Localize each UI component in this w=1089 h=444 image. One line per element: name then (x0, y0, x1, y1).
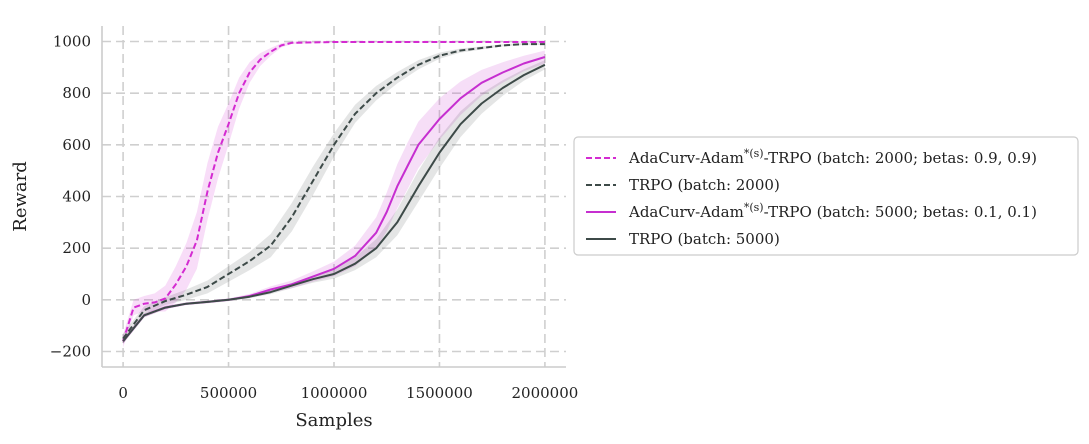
legend-label-superscript: *(s) (744, 201, 764, 214)
x-tick-label-4: 2000000 (512, 384, 579, 402)
y-tick-label-0: −200 (50, 343, 91, 361)
legend-label-superscript: *(s) (744, 147, 764, 160)
series-band-2 (123, 50, 545, 344)
legend-label-3: TRPO (batch: 5000) (629, 230, 780, 248)
legend-label-2: AdaCurv-Adam*(s)-TRPO (batch: 5000; beta… (628, 201, 1037, 221)
y-tick-label-3: 400 (62, 188, 91, 206)
legend: AdaCurv-Adam*(s)-TRPO (batch: 2000; beta… (573, 136, 1079, 256)
series-line-1 (122, 43, 545, 340)
legend-label-1: TRPO (batch: 2000) (629, 176, 780, 194)
legend-label-suffix: -TRPO (batch: 2000; betas: 0.9, 0.9) (764, 149, 1037, 167)
y-tick-label-5: 800 (62, 84, 91, 102)
tick-labels: 0 500000 1000000 1500000 2000000 −200 0 200 400 6… (50, 33, 579, 403)
x-tick-label-0: 0 (118, 384, 128, 402)
y-tick-label-4: 600 (62, 136, 91, 154)
axes (101, 26, 566, 368)
x-tick-label-1: 500000 (200, 384, 257, 402)
legend-label-main: TRPO (batch: 2000) (629, 176, 780, 194)
legend-box (573, 136, 1079, 256)
series-line-0 (122, 41, 545, 342)
x-tick-label-2: 1000000 (301, 384, 368, 402)
x-tick-label-3: 1500000 (406, 384, 473, 402)
series-band-1 (123, 43, 545, 344)
y-tick-label-1: 0 (81, 291, 91, 309)
legend-label-suffix: -TRPO (batch: 5000; betas: 0.1, 0.1) (764, 203, 1037, 221)
y-axis-label: Reward (10, 161, 31, 231)
y-tick-label-6: 1000 (53, 33, 91, 51)
series-line-3 (122, 63, 546, 342)
grid (102, 26, 566, 367)
legend-label-main: AdaCurv-Adam (628, 149, 744, 167)
legend-label-main: TRPO (batch: 5000) (629, 230, 780, 248)
y-tick-label-2: 200 (62, 239, 91, 257)
legend-label-main: AdaCurv-Adam (628, 203, 744, 221)
legend-label-0: AdaCurv-Adam*(s)-TRPO (batch: 2000; beta… (628, 147, 1037, 167)
series-lines (122, 41, 546, 342)
series-band-0 (123, 41, 545, 348)
x-axis-label: Samples (295, 410, 372, 431)
